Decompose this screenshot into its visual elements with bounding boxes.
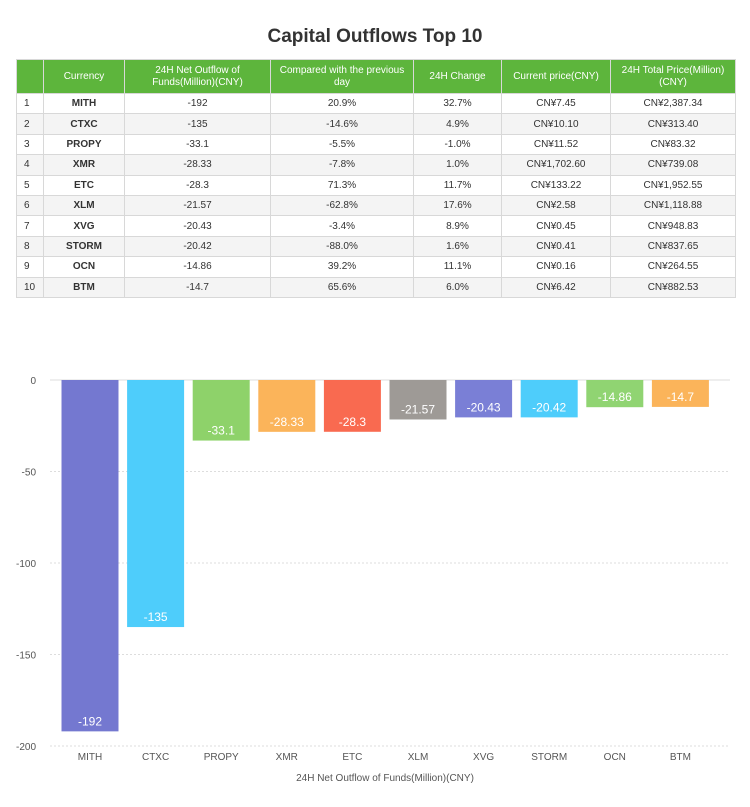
bar-etc [323, 380, 381, 432]
y-tick-label: -200 [16, 742, 36, 753]
cell-net-outflow: -14.7 [124, 276, 271, 298]
bar-value-label: -14.86 [598, 390, 632, 404]
bar-btm [651, 380, 709, 407]
cell-total-price: CN¥739.08 [610, 154, 736, 176]
bar-value-label: -20.43 [467, 400, 501, 414]
bar-value-label: -20.42 [532, 400, 566, 414]
bar-value-label: -192 [78, 714, 102, 728]
cell-change-24h: 1.0% [413, 154, 502, 176]
x-tick-label: OCN [604, 752, 626, 763]
cell-current-price: CN¥6.42 [501, 276, 611, 298]
table-row: 9 OCN -14.86 39.2% 11.1% CN¥0.16 CN¥264.55 [16, 256, 736, 278]
bar-value-label: -14.7 [667, 390, 695, 404]
header-total-price: 24H Total Price(Million)(CNY) [610, 59, 736, 94]
table-row: 8 STORM -20.42 -88.0% 1.6% CN¥0.41 CN¥837.65 [16, 235, 736, 258]
header-net-outflow: 24H Net Outflow of Funds(Million)(CNY) [124, 59, 271, 94]
header-24h-change: 24H Change [413, 59, 502, 94]
header-compared-previous-day: Compared with the previous day [270, 59, 414, 94]
header-current-price: Current price(CNY) [501, 59, 611, 94]
bar-xmr [258, 380, 316, 432]
x-tick-label: STORM [531, 752, 567, 763]
bar-ocn [586, 380, 644, 408]
y-tick-label: 0 [30, 376, 36, 387]
x-tick-label: XLM [408, 752, 429, 763]
cell-total-price: CN¥837.65 [610, 235, 736, 258]
cell-compared-previous-day: 65.6% [270, 276, 414, 298]
cell-row-index: 6 [16, 194, 44, 217]
cell-current-price: CN¥0.41 [501, 235, 611, 258]
bar-propy [192, 380, 250, 441]
bar-storm [520, 380, 578, 418]
table-row: 7 XVG -20.43 -3.4% 8.9% CN¥0.45 CN¥948.83 [16, 215, 736, 237]
cell-net-outflow: -20.42 [124, 235, 271, 258]
table-row: 2 CTXC -135 -14.6% 4.9% CN¥10.10 CN¥313.40 [16, 113, 736, 135]
bar-value-label: -21.57 [401, 402, 435, 416]
x-axis-title: 24H Net Outflow of Funds(Million)(CNY) [296, 773, 474, 784]
table-row: 4 XMR -28.33 -7.8% 1.0% CN¥1,702.60 CN¥739.08 [16, 154, 736, 176]
cell-row-index: 2 [16, 113, 44, 135]
x-tick-label: ETC [342, 752, 362, 763]
y-tick-label: -150 [16, 651, 36, 662]
page-title: Capital Outflows Top 10 [267, 26, 483, 47]
cell-currency: XLM [43, 194, 125, 217]
cell-compared-previous-day: -14.6% [270, 113, 414, 135]
table-header-row: Currency 24H Net Outflow of Funds(Millio… [16, 59, 736, 94]
table-row: 3 PROPY -33.1 -5.5% -1.0% CN¥11.52 CN¥83.32 [16, 133, 736, 156]
capital-outflows-table: Currency 24H Net Outflow of Funds(Millio… [16, 59, 736, 298]
cell-change-24h: 6.0% [413, 276, 502, 298]
cell-current-price: CN¥10.10 [501, 113, 611, 135]
x-tick-label: MITH [78, 752, 102, 763]
cell-row-index: 10 [16, 276, 44, 298]
bar-ctxc [127, 380, 185, 628]
cell-row-index: 8 [16, 235, 44, 258]
table-row: 5 ETC -28.3 71.3% 11.7% CN¥133.22 CN¥1,952.55 [16, 174, 736, 196]
cell-net-outflow: -28.33 [124, 154, 271, 176]
cell-row-index: 4 [16, 154, 44, 176]
bar-xlm [389, 380, 447, 420]
y-tick-label: -50 [22, 468, 37, 479]
x-tick-label: BTM [670, 752, 691, 763]
cell-currency: STORM [43, 235, 125, 258]
x-tick-label: XVG [473, 752, 494, 763]
table-body: 1 MITH -192 20.9% 32.7% CN¥7.45 CN¥2,387.34 2 CT… [16, 92, 736, 298]
bar-value-label: -28.33 [270, 415, 304, 429]
cell-compared-previous-day: -7.8% [270, 154, 414, 176]
cell-change-24h: 17.6% [413, 194, 502, 217]
bar-value-label: -135 [144, 610, 168, 624]
x-tick-label: CTXC [142, 752, 169, 763]
cell-currency: CTXC [43, 113, 125, 135]
y-tick-label: -100 [16, 559, 36, 570]
bar-mith [61, 380, 119, 732]
cell-currency: BTM [43, 276, 125, 298]
bar-value-label: -33.1 [208, 424, 236, 438]
x-tick-label: XMR [276, 752, 298, 763]
cell-change-24h: 4.9% [413, 113, 502, 135]
table-row: 10 BTM -14.7 65.6% 6.0% CN¥6.42 CN¥882.53 [16, 276, 736, 298]
bar-xvg [455, 380, 513, 418]
cell-net-outflow: -21.57 [124, 194, 271, 217]
bar-value-label: -28.3 [339, 415, 367, 429]
x-tick-label: PROPY [204, 752, 239, 763]
cell-compared-previous-day: -88.0% [270, 235, 414, 258]
cell-total-price: CN¥882.53 [610, 276, 736, 298]
